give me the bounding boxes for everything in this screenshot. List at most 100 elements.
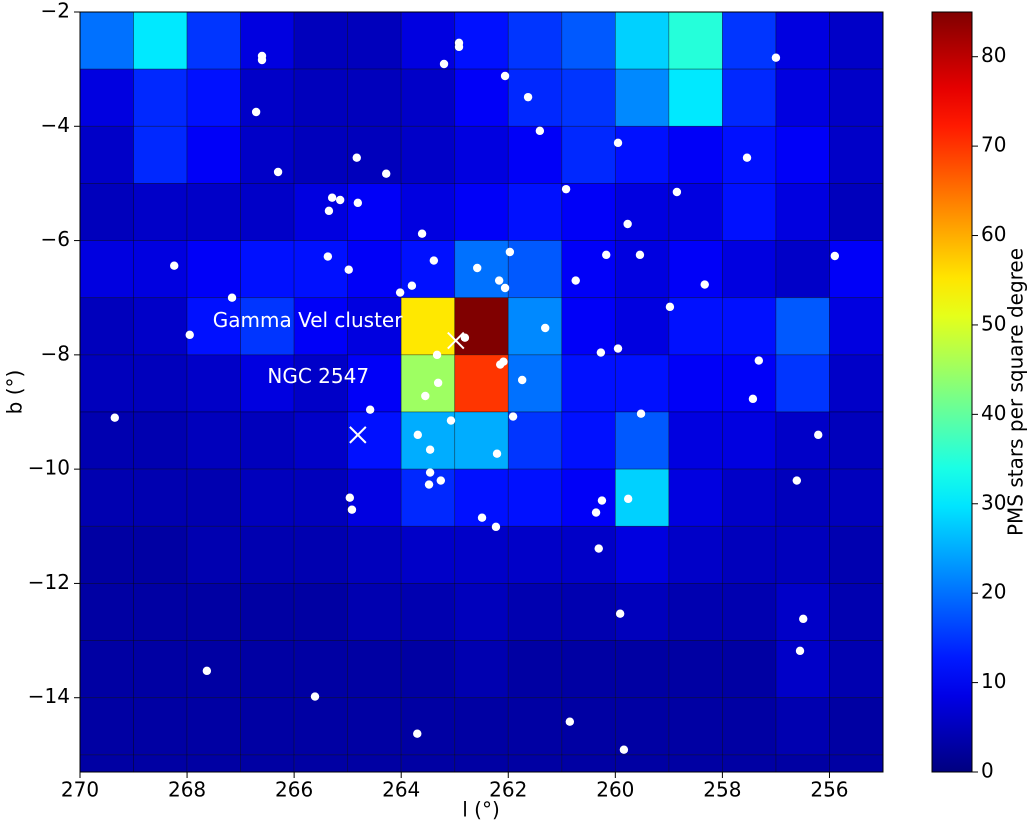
heat-cell — [400, 125, 456, 184]
x-tick-label: 260 — [596, 778, 634, 802]
colorbar-tick-label: 70 — [981, 133, 1006, 157]
heat-cell — [186, 411, 241, 470]
heat-cell — [722, 240, 777, 299]
star-point — [202, 666, 212, 676]
heat-cell — [775, 297, 830, 356]
heat-cell — [775, 183, 830, 241]
heat-cell — [240, 411, 295, 470]
heat-cell — [829, 411, 884, 470]
heat-cell — [347, 183, 402, 241]
heat-cell — [507, 183, 563, 241]
heat-cell — [133, 183, 188, 241]
heat-cell — [668, 640, 723, 699]
heat-cell — [668, 68, 723, 127]
x-tick-label: 270 — [61, 778, 99, 802]
heat-cell — [79, 697, 134, 756]
heat-cell — [668, 468, 723, 527]
colorbar-tick-label: 20 — [981, 580, 1006, 604]
heat-cell — [775, 240, 830, 299]
star-point — [792, 476, 802, 485]
heat-cell — [775, 697, 830, 756]
heat-cell — [347, 697, 402, 756]
star-point — [508, 412, 518, 421]
heat-cell — [775, 583, 830, 641]
heat-cell — [400, 11, 456, 70]
colorbar-tick-label: 60 — [981, 222, 1006, 246]
star-point — [491, 522, 501, 532]
heat-cell — [668, 697, 723, 756]
star-point — [754, 356, 764, 365]
x-tick-label: 264 — [382, 778, 420, 802]
star-point — [571, 276, 580, 285]
x-tick-label: 262 — [489, 778, 527, 802]
star-point — [477, 513, 487, 522]
heat-cell — [133, 525, 188, 584]
heat-cell — [561, 583, 616, 641]
star-point — [799, 614, 808, 624]
heat-cell — [400, 583, 456, 641]
star-point — [185, 330, 194, 340]
colorbar-tick-label: 80 — [981, 43, 1006, 67]
heat-cell — [454, 240, 509, 299]
star-point — [596, 348, 606, 357]
star-point — [615, 609, 625, 618]
heat-cell — [668, 125, 723, 184]
heat-cell — [400, 354, 456, 413]
heat-cell — [775, 354, 830, 413]
star-point — [446, 416, 456, 425]
heat-cell — [775, 125, 830, 184]
heat-cell — [79, 640, 134, 699]
heat-cell — [293, 640, 349, 699]
heat-cell — [133, 11, 188, 70]
star-point — [257, 55, 267, 65]
heat-cell — [79, 525, 134, 584]
heat-cell — [186, 68, 241, 127]
heat-cell — [722, 525, 777, 584]
heat-cell — [400, 468, 456, 527]
star-point — [561, 184, 571, 194]
heat-cell — [614, 240, 670, 299]
x-tick-label: 268 — [168, 778, 206, 802]
heat-cell — [668, 411, 723, 470]
star-point — [436, 476, 446, 485]
star-point — [353, 198, 363, 208]
heat-cell — [614, 525, 670, 584]
heat-cell — [133, 697, 188, 756]
heat-cell — [668, 297, 723, 356]
star-point — [499, 357, 508, 366]
heat-cell — [614, 354, 670, 413]
heat-cell — [293, 297, 349, 356]
heat-cell — [561, 125, 616, 184]
heat-cell — [293, 754, 349, 773]
y-axis-label: b (°) — [3, 370, 27, 415]
star-point — [636, 409, 646, 418]
heat-cell — [133, 411, 188, 470]
star-point — [591, 508, 601, 517]
star-point — [700, 280, 709, 289]
heat-cell — [775, 411, 830, 470]
heat-cell — [614, 411, 670, 470]
heat-cell — [614, 68, 670, 127]
heat-cell — [186, 468, 241, 527]
heat-cell — [507, 297, 563, 356]
heat-cell — [400, 68, 456, 127]
heat-cell — [133, 68, 188, 127]
colorbar-tick-label: 40 — [981, 401, 1006, 425]
heat-cell — [561, 68, 616, 127]
heat-cell — [454, 411, 509, 470]
heat-cell — [293, 354, 349, 413]
heat-cell — [722, 468, 777, 527]
heat-cell — [561, 468, 616, 527]
star-point — [413, 729, 422, 738]
heat-cell — [829, 525, 884, 584]
heat-cell — [775, 525, 830, 584]
heat-cell — [829, 11, 884, 70]
heat-cell — [722, 411, 777, 470]
heat-cell — [775, 11, 830, 70]
heat-cell — [400, 297, 456, 356]
star-point — [395, 288, 405, 297]
heat-cell — [240, 640, 295, 699]
heat-cell — [507, 697, 563, 756]
x-tick-label: 256 — [810, 778, 848, 802]
heat-cell — [186, 125, 241, 184]
